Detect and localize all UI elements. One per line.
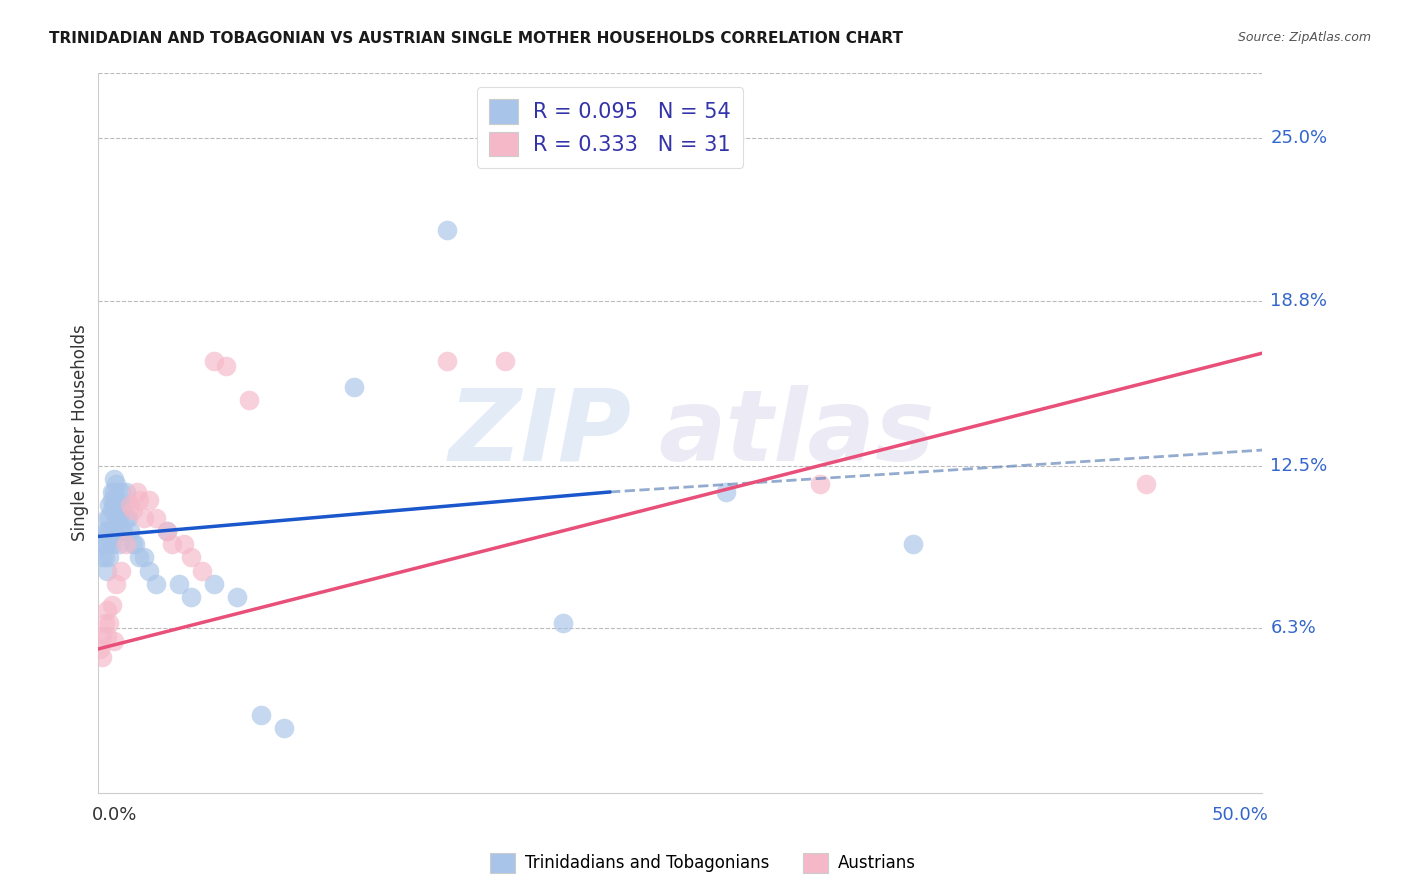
Point xyxy=(98,498,121,512)
Point xyxy=(156,524,179,539)
Point xyxy=(114,537,136,551)
Point xyxy=(343,380,366,394)
Text: ZIP: ZIP xyxy=(449,384,631,482)
Point xyxy=(105,576,128,591)
Text: 50.0%: 50.0% xyxy=(1211,806,1268,824)
Point xyxy=(808,477,831,491)
Point xyxy=(145,511,167,525)
Point xyxy=(120,498,142,512)
Point xyxy=(215,359,238,374)
Point xyxy=(103,485,125,500)
Point xyxy=(120,524,142,539)
Point xyxy=(180,590,202,604)
Point xyxy=(191,564,214,578)
Point xyxy=(124,537,146,551)
Point xyxy=(249,707,271,722)
Point xyxy=(273,721,295,735)
Point xyxy=(110,503,132,517)
Point xyxy=(103,524,125,539)
Point xyxy=(127,485,149,500)
Point xyxy=(93,537,115,551)
Point xyxy=(117,511,139,525)
Point xyxy=(156,524,179,539)
Point xyxy=(100,537,122,551)
Point xyxy=(91,537,114,551)
Point xyxy=(98,550,121,565)
Legend: R = 0.095   N = 54, R = 0.333   N = 31: R = 0.095 N = 54, R = 0.333 N = 31 xyxy=(477,87,744,169)
Point xyxy=(114,485,136,500)
Point xyxy=(100,485,122,500)
Point xyxy=(202,576,225,591)
Point xyxy=(173,537,195,551)
Point xyxy=(103,498,125,512)
Point xyxy=(128,492,150,507)
Point xyxy=(96,603,118,617)
Point xyxy=(93,615,115,630)
Point xyxy=(167,576,190,591)
Point xyxy=(134,511,156,525)
Point xyxy=(93,524,115,539)
Point xyxy=(114,511,136,525)
Point xyxy=(138,492,160,507)
Legend: Trinidadians and Tobagonians, Austrians: Trinidadians and Tobagonians, Austrians xyxy=(484,847,922,880)
Point xyxy=(105,511,128,525)
Point xyxy=(112,524,135,539)
Point xyxy=(105,492,128,507)
Point xyxy=(134,550,156,565)
Point xyxy=(112,498,135,512)
Text: atlas: atlas xyxy=(658,384,935,482)
Point xyxy=(138,564,160,578)
Text: 25.0%: 25.0% xyxy=(1271,129,1327,147)
Point xyxy=(91,649,114,664)
Point xyxy=(98,524,121,539)
Point xyxy=(145,576,167,591)
Point xyxy=(96,629,118,643)
Point xyxy=(96,564,118,578)
Point xyxy=(103,472,125,486)
Point xyxy=(121,503,143,517)
Point xyxy=(901,537,924,551)
Point xyxy=(98,615,121,630)
Text: 0.0%: 0.0% xyxy=(91,806,138,824)
Point xyxy=(100,503,122,517)
Point xyxy=(160,537,183,551)
Point xyxy=(107,498,129,512)
Point xyxy=(128,550,150,565)
Point xyxy=(107,511,129,525)
Point xyxy=(553,615,575,630)
Text: Source: ZipAtlas.com: Source: ZipAtlas.com xyxy=(1237,31,1371,45)
Point xyxy=(494,354,516,368)
Point xyxy=(100,492,122,507)
Point xyxy=(98,511,121,525)
Point xyxy=(93,550,115,565)
Text: 12.5%: 12.5% xyxy=(1271,457,1327,475)
Point xyxy=(226,590,249,604)
Point xyxy=(716,485,738,500)
Point xyxy=(436,354,458,368)
Point xyxy=(121,537,143,551)
Point xyxy=(107,537,129,551)
Point xyxy=(238,393,260,408)
Point xyxy=(202,354,225,368)
Text: TRINIDADIAN AND TOBAGONIAN VS AUSTRIAN SINGLE MOTHER HOUSEHOLDS CORRELATION CHAR: TRINIDADIAN AND TOBAGONIAN VS AUSTRIAN S… xyxy=(49,31,903,46)
Point xyxy=(436,223,458,237)
Point xyxy=(96,524,118,539)
Point xyxy=(103,634,125,648)
Text: 18.8%: 18.8% xyxy=(1271,292,1327,310)
Point xyxy=(96,511,118,525)
Point xyxy=(91,629,114,643)
Point xyxy=(110,485,132,500)
Point xyxy=(110,564,132,578)
Point xyxy=(89,642,111,657)
Point xyxy=(110,524,132,539)
Point xyxy=(96,537,118,551)
Y-axis label: Single Mother Households: Single Mother Households xyxy=(72,325,89,541)
Point xyxy=(105,477,128,491)
Point xyxy=(180,550,202,565)
Point xyxy=(1135,477,1157,491)
Point xyxy=(91,550,114,565)
Point xyxy=(100,598,122,612)
Text: 6.3%: 6.3% xyxy=(1271,619,1316,637)
